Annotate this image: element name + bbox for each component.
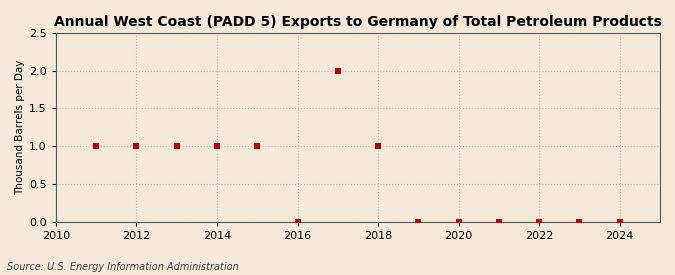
Title: Annual West Coast (PADD 5) Exports to Germany of Total Petroleum Products: Annual West Coast (PADD 5) Exports to Ge…	[54, 15, 662, 29]
Point	[453, 219, 464, 224]
Point	[292, 219, 303, 224]
Point	[373, 144, 383, 148]
Point	[171, 144, 182, 148]
Point	[212, 144, 223, 148]
Point	[614, 219, 625, 224]
Point	[534, 219, 545, 224]
Point	[91, 144, 102, 148]
Text: Source: U.S. Energy Information Administration: Source: U.S. Energy Information Administ…	[7, 262, 238, 272]
Point	[332, 68, 343, 73]
Y-axis label: Thousand Barrels per Day: Thousand Barrels per Day	[15, 60, 25, 195]
Point	[574, 219, 585, 224]
Point	[131, 144, 142, 148]
Point	[413, 219, 424, 224]
Point	[493, 219, 504, 224]
Point	[252, 144, 263, 148]
